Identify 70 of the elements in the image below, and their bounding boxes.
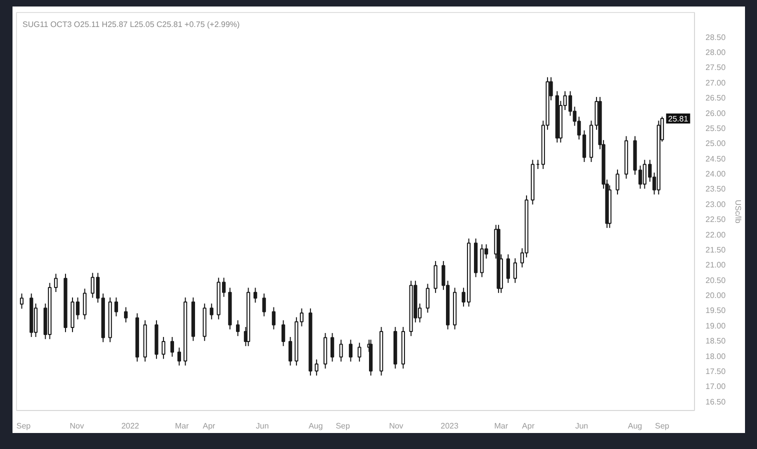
text: SUG11 OCT3 O25.11 H25.87 L25.05 C25.81 +0.75 (+2.99%)	[22, 20, 240, 29]
y-tick-label: 26.00	[706, 108, 726, 118]
candlestick	[339, 339, 343, 362]
x-tick-label: Nov	[70, 422, 84, 430]
y-tick-label: 28.50	[706, 32, 726, 42]
candlestick	[314, 358, 318, 376]
y-tick-label: 22.00	[706, 230, 726, 240]
y-tick-label: 20.00	[706, 291, 726, 300]
candlestick	[288, 336, 292, 366]
y-tick-label: 19.50	[706, 306, 726, 316]
x-tick-label: Nov	[389, 422, 404, 430]
x-tick-label: Apr	[202, 422, 216, 430]
x-tick-label: 2023	[440, 422, 459, 430]
annotation: 25.81	[668, 114, 689, 124]
x-tick-label: 2022	[121, 422, 140, 430]
y-tick-label: 18.00	[706, 352, 726, 361]
candlestick	[480, 244, 484, 278]
y-tick-label: 28.00	[706, 48, 726, 57]
y-tick-label: 17.00	[706, 382, 726, 392]
candlestick	[254, 287, 258, 304]
x-tick-label: Aug	[628, 422, 642, 430]
candlestick	[210, 303, 214, 320]
y-axis-title: USc/lb	[734, 200, 743, 224]
candlestick	[434, 260, 438, 294]
y-tick-label: 27.50	[706, 63, 726, 72]
candlestick	[330, 332, 334, 362]
y-tick-label: 27.00	[706, 78, 726, 88]
y-tick-label: 18.50	[706, 336, 726, 346]
x-tick-label: Aug	[308, 422, 323, 430]
candlestick	[54, 273, 58, 293]
candlestick	[262, 293, 266, 317]
x-tick-label: Sep	[655, 422, 670, 430]
y-tick-label: 23.00	[706, 200, 726, 209]
candlestick	[170, 336, 174, 358]
candlestick	[162, 336, 166, 360]
candlestick	[124, 306, 128, 323]
x-tick-label: Apr	[522, 422, 535, 430]
x-tick-label: Sep	[16, 422, 32, 430]
y-tick-label: 16.50	[706, 397, 726, 406]
candlestick	[272, 306, 276, 330]
y-tick-label: 19.00	[706, 321, 726, 330]
x-tick-label: Jun	[256, 422, 269, 430]
y-tick-label: 25.50	[706, 124, 726, 133]
candlestick	[358, 342, 362, 362]
candlestick	[348, 339, 352, 362]
y-tick-label: 23.50	[706, 184, 726, 194]
x-tick-label: Mar	[174, 422, 190, 430]
candlestick	[616, 169, 620, 195]
y-tick-label: 21.00	[706, 260, 726, 270]
y-tick-label: 17.50	[706, 367, 726, 376]
y-tick-label: 26.50	[706, 94, 726, 103]
x-tick-label: Mar	[494, 422, 508, 430]
y-tick-label: 22.50	[706, 215, 726, 224]
y-tick-label: 24.00	[706, 170, 726, 179]
candlestick	[236, 320, 240, 337]
y-tick-label: 25.00	[706, 139, 726, 148]
candlestick	[20, 293, 24, 310]
x-tick-label: Jun	[575, 422, 588, 430]
candlestick	[82, 288, 87, 320]
y-tick-label: 24.50	[706, 154, 726, 164]
y-tick-label: 21.50	[706, 245, 726, 254]
y-tick-label: 20.50	[706, 276, 726, 285]
candlestick	[426, 283, 430, 314]
candlestick	[114, 296, 118, 317]
candlestick	[300, 308, 304, 327]
candlestick	[513, 258, 517, 284]
candlestick	[282, 320, 286, 347]
candlestick	[177, 347, 182, 366]
x-tick-label: Sep	[336, 422, 350, 430]
candlestick	[506, 254, 510, 284]
